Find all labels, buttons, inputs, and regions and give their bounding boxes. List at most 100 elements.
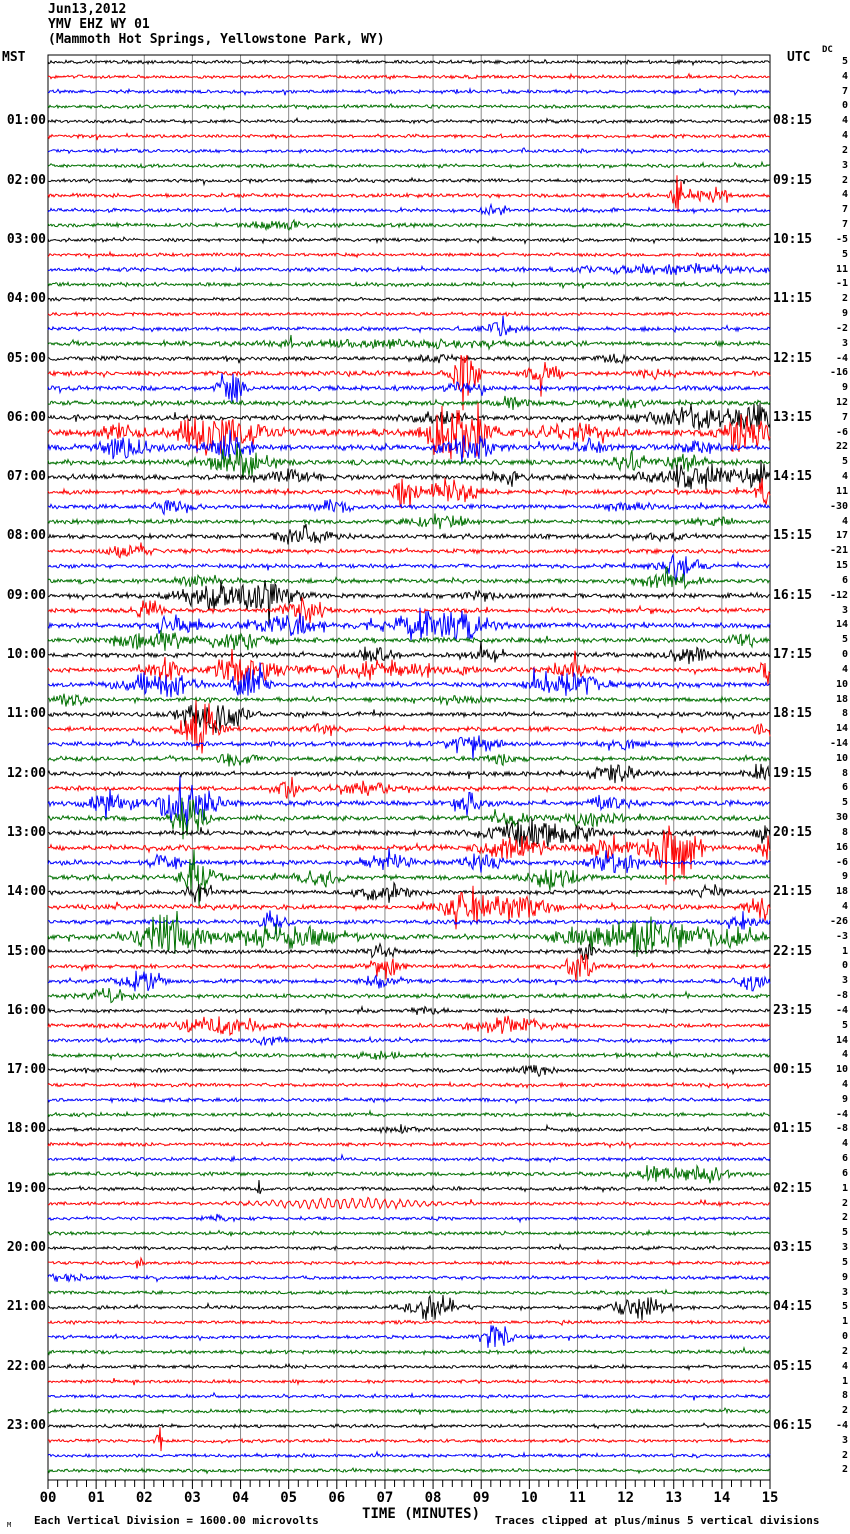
dc-value-1215: 6 [841, 782, 848, 794]
seismo-trace-1500 [47, 942, 771, 960]
x-tick-label-10: 10 [520, 1490, 538, 1506]
dc-value-2215: 1 [841, 1375, 848, 1387]
dc-value-1400: 18 [835, 886, 848, 898]
seismo-trace-0000 [47, 58, 771, 67]
dc-value-0500: -4 [835, 352, 848, 364]
seismo-trace-1400 [47, 881, 771, 903]
seismo-trace-1945 [47, 1228, 771, 1238]
dc-value-1445: -3 [835, 930, 848, 942]
mst-hour-label-0300: 03:00 [6, 231, 46, 247]
seismo-trace-1915 [48, 1196, 771, 1211]
dc-value-0145: 3 [841, 159, 848, 171]
footnote-clipping: Traces clipped at plus/minus 5 vertical … [495, 1514, 820, 1527]
mst-hour-label-0600: 06:00 [6, 409, 46, 425]
x-tick-label-03: 03 [183, 1490, 201, 1506]
seismo-trace-2045 [47, 1288, 771, 1296]
header-station-code: YMV EHZ WY 01 [48, 17, 150, 32]
seismo-trace-0945 [47, 629, 771, 651]
seismo-trace-1830 [47, 1153, 771, 1164]
dc-value-2300: -4 [835, 1419, 848, 1431]
seismo-trace-2330 [47, 1450, 771, 1459]
mst-hour-label-0100: 01:00 [6, 113, 46, 129]
seismo-trace-0145 [47, 160, 771, 170]
seismo-trace-1615 [47, 1015, 771, 1037]
dc-value-1500: 1 [841, 945, 848, 957]
dc-value-1315: 16 [835, 841, 848, 853]
seismo-trace-1630 [47, 1035, 771, 1047]
dc-value-0730: -30 [829, 500, 848, 512]
seismo-trace-1300 [47, 818, 771, 848]
seismo-trace-0245 [47, 218, 771, 232]
utc-hour-label-1415: 14:15 [773, 469, 813, 485]
seismo-trace-0200 [47, 176, 771, 187]
x-tick-label-12: 12 [617, 1490, 635, 1506]
mst-hour-label-1200: 12:00 [6, 765, 46, 781]
dc-value-0400: 2 [841, 293, 848, 305]
right-axis-title: UTC [787, 50, 811, 65]
dc-value-2115: 1 [841, 1316, 848, 1328]
header-station-location: (Mammoth Hot Springs, Yellowstone Park, … [48, 32, 385, 47]
mst-hour-label-1300: 13:00 [6, 824, 46, 840]
seismo-trace-2130 [47, 1325, 771, 1348]
seismo-trace-0030 [47, 87, 771, 97]
seismo-trace-1515 [47, 953, 771, 982]
left-axis-title: MST [2, 50, 26, 65]
seismo-trace-0930 [47, 607, 771, 642]
dc-value-0830: 15 [835, 560, 848, 572]
dc-value-0045: 0 [841, 100, 848, 112]
mst-hour-label-1100: 11:00 [6, 706, 46, 722]
x-tick-label-05: 05 [280, 1490, 298, 1506]
seismo-trace-0845 [47, 565, 771, 591]
dc-value-0215: 4 [841, 189, 848, 201]
seismo-trace-0700 [47, 460, 771, 490]
dc-value-1415: 4 [841, 901, 848, 913]
seismo-trace-1745 [47, 1109, 771, 1118]
dc-value-0230: 7 [841, 204, 848, 216]
dc-value-0615: -6 [835, 426, 848, 438]
dc-value-2130: 0 [841, 1331, 848, 1343]
seismo-trace-0400 [47, 295, 771, 303]
mst-hour-label-2300: 23:00 [6, 1417, 46, 1433]
seismo-trace-1130 [47, 735, 771, 761]
corner-mark: M [7, 1521, 12, 1529]
seismo-trace-0745 [47, 513, 771, 530]
dc-value-2030: 9 [841, 1271, 848, 1283]
seismo-trace-1345 [47, 849, 771, 907]
mst-hour-label-0700: 07:00 [6, 469, 46, 485]
x-tick-label-13: 13 [665, 1490, 683, 1506]
x-tick-label-04: 04 [232, 1490, 249, 1506]
footnote-vertical-division: Each Vertical Division = 1600.00 microvo… [34, 1514, 319, 1527]
dc-value-0915: 3 [841, 604, 848, 616]
seismo-trace-1845 [47, 1163, 771, 1184]
dc-value-1630: 14 [835, 1034, 848, 1046]
dc-value-1715: 4 [841, 1078, 848, 1090]
seismo-trace-1545 [47, 987, 771, 1004]
dc-value-0815: -21 [829, 545, 848, 557]
dc-value-0630: 22 [835, 441, 848, 453]
seismo-trace-0115 [47, 132, 771, 141]
seismo-trace-1730 [47, 1096, 771, 1105]
seismo-trace-1930 [47, 1213, 771, 1224]
seismo-trace-1200 [47, 763, 771, 784]
x-tick-label-01: 01 [87, 1490, 105, 1506]
x-tick-label-02: 02 [135, 1490, 153, 1506]
dc-value-1545: -8 [835, 990, 848, 1002]
seismo-trace-0830 [47, 553, 771, 584]
dc-value-1730: 9 [841, 1093, 848, 1105]
seismo-trace-1015 [47, 648, 771, 686]
dc-value-2230: 8 [841, 1390, 848, 1402]
dc-value-0245: 7 [841, 219, 848, 231]
seismo-trace-1230 [47, 775, 771, 833]
dc-value-1800: -8 [835, 1123, 848, 1135]
dc-value-1245: 30 [835, 812, 848, 824]
x-axis-title: TIME (MINUTES) [362, 1506, 481, 1522]
dc-value-0515: -16 [829, 367, 848, 379]
seismo-trace-1900 [47, 1180, 771, 1195]
utc-hour-label-2115: 21:15 [773, 884, 813, 900]
seismo-trace-1030 [47, 662, 771, 698]
seismo-trace-1815 [47, 1140, 771, 1150]
dc-value-2145: 2 [841, 1345, 848, 1357]
dc-value-1645: 4 [841, 1049, 848, 1061]
seismo-trace-1145 [47, 753, 771, 767]
